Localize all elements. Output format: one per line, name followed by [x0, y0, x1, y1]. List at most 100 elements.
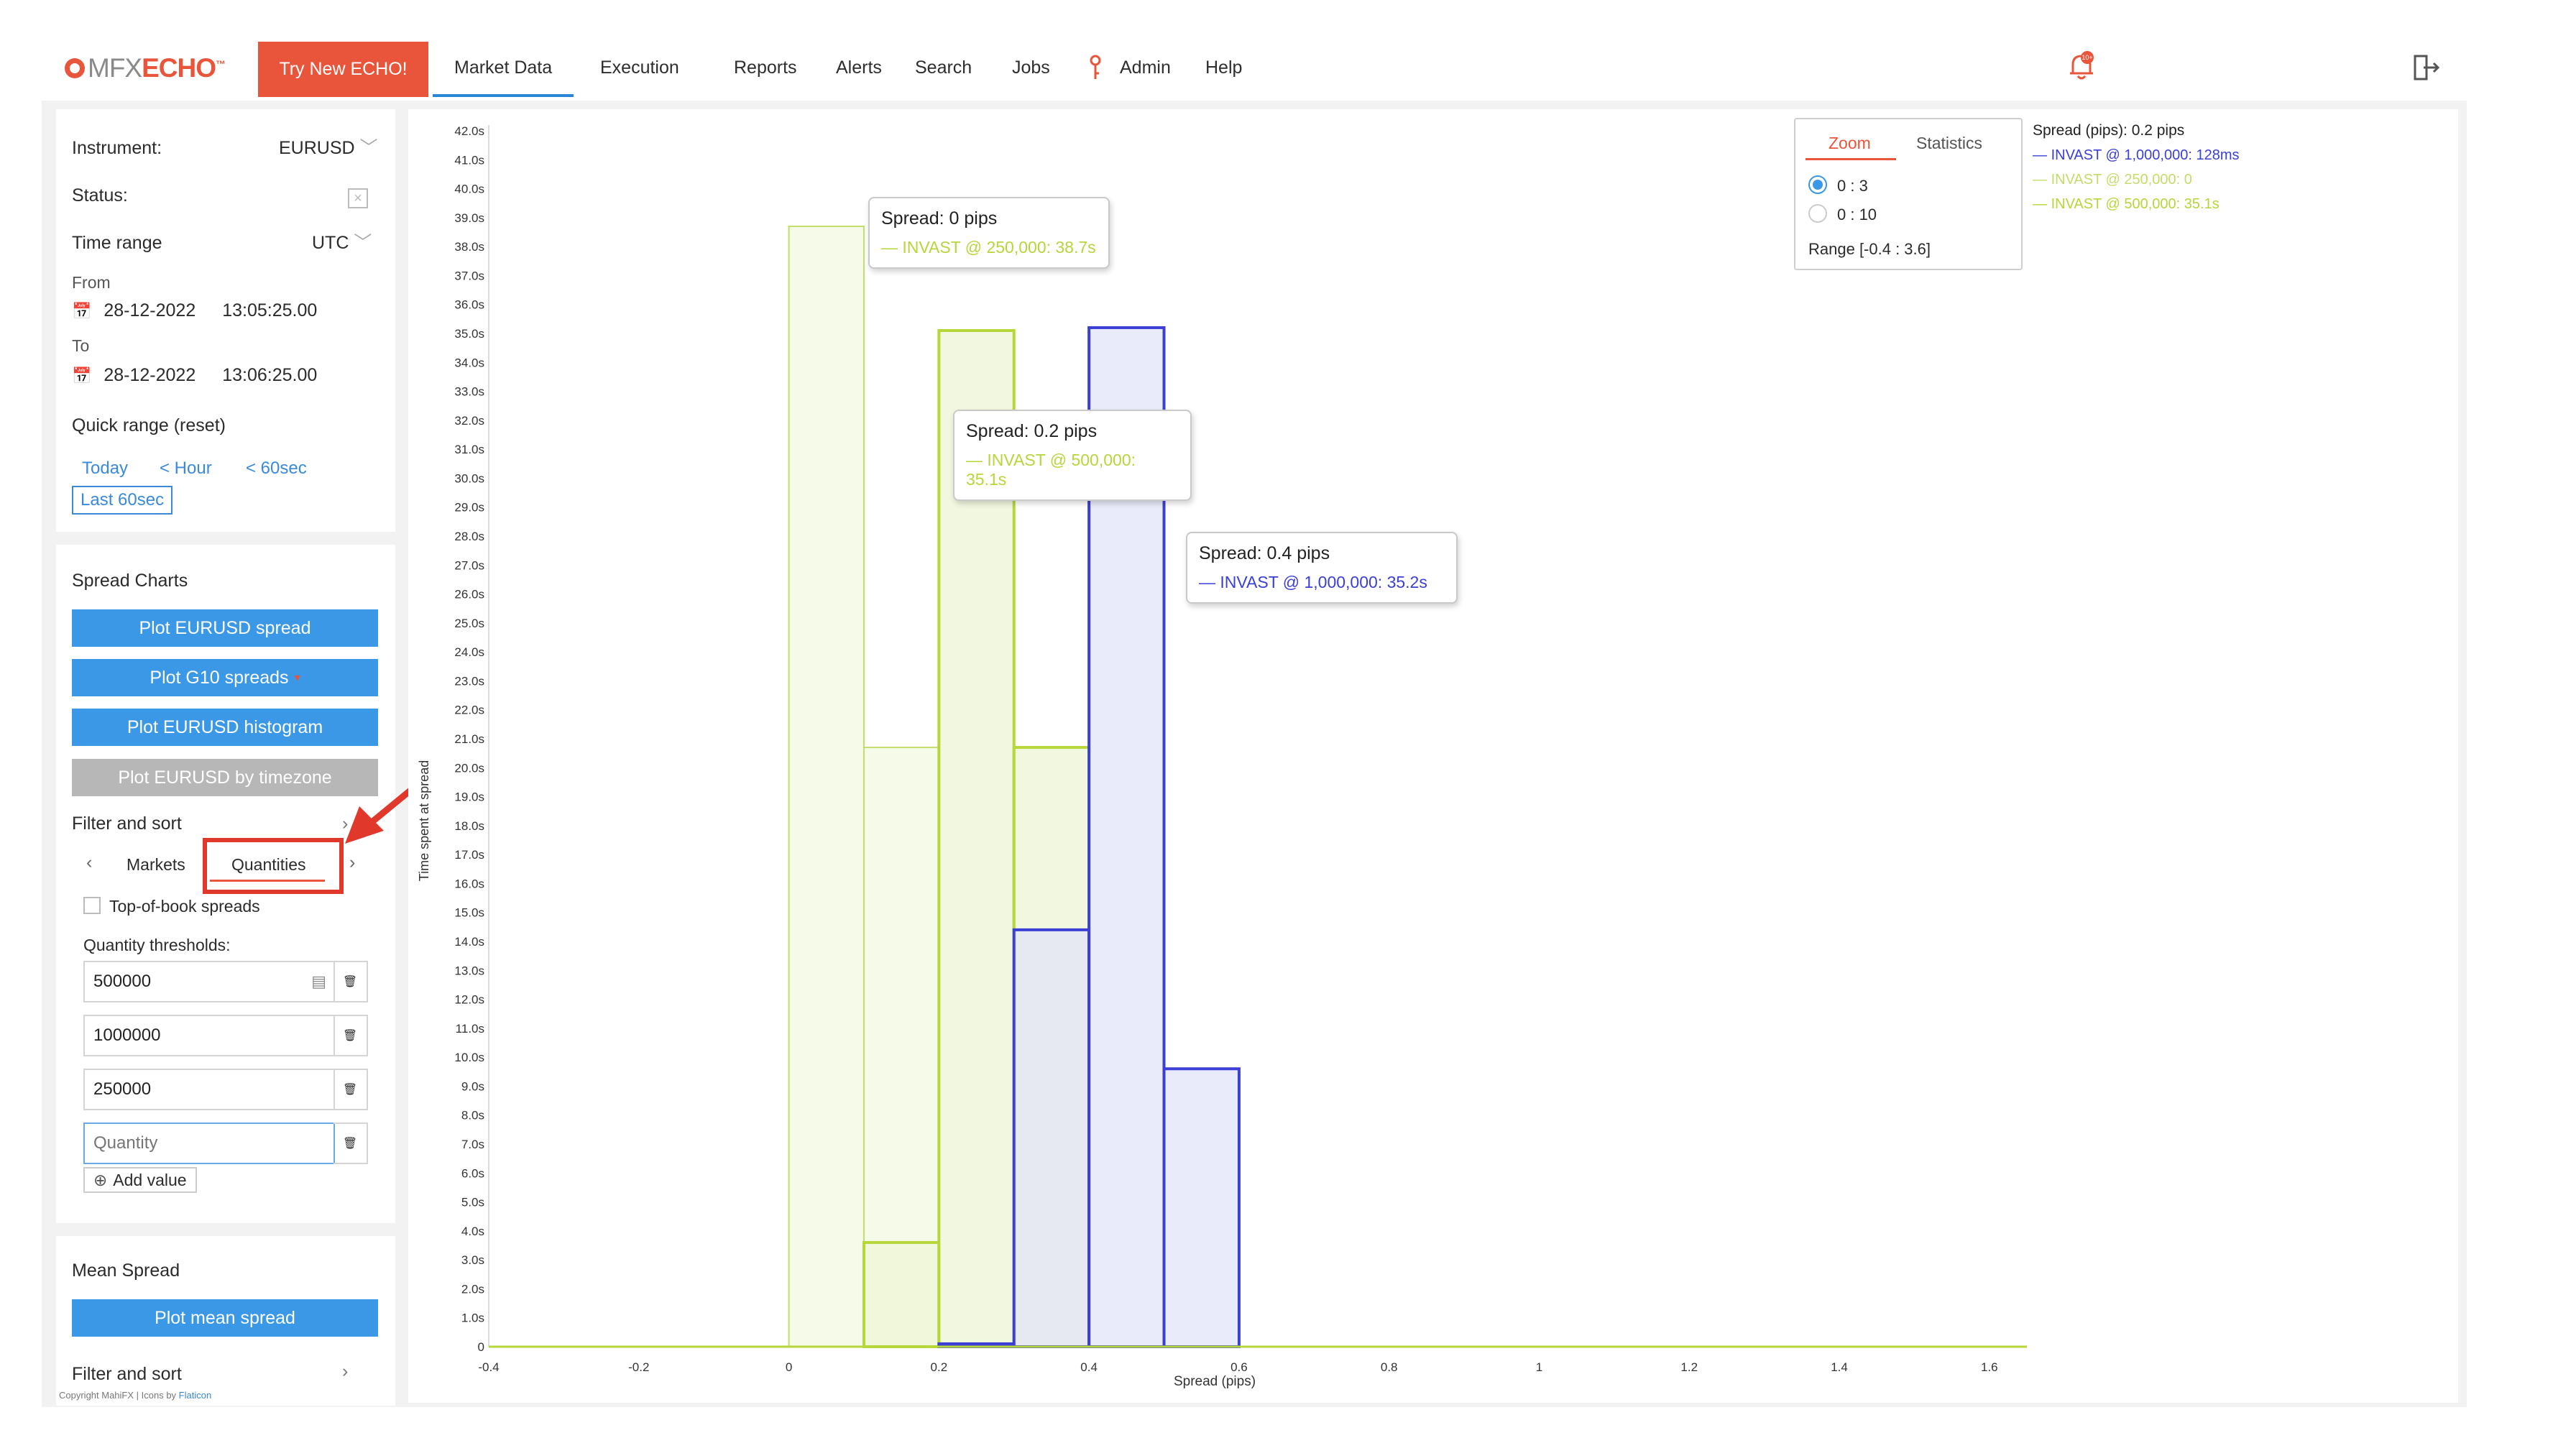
- tabs-prev-icon[interactable]: ‹: [86, 852, 93, 872]
- histogram-bar[interactable]: [1162, 1067, 1241, 1349]
- delete-quantity-1-button[interactable]: 🗑: [334, 961, 368, 1002]
- y-tick-label: 38.0s: [454, 240, 484, 254]
- plot-mean-spread-button[interactable]: Plot mean spread: [72, 1299, 378, 1337]
- nav-help[interactable]: Help: [1205, 57, 1243, 78]
- tab-quantities[interactable]: Quantities: [231, 855, 306, 874]
- notification-bell-icon[interactable]: 10+: [2067, 50, 2096, 82]
- tabs-next-icon[interactable]: ›: [349, 852, 356, 872]
- tooltip-value: INVAST @ 250,000: 38.7s: [902, 238, 1096, 257]
- chart-panel: 0 1.0s 2.0s 3.0s 4.0s 5.0s 6.0s 7.0s 8.0s 9.0s 10.…: [408, 109, 2458, 1403]
- histogram-bar[interactable]: [1012, 928, 1091, 1348]
- delete-quantity-new-button[interactable]: 🗑: [334, 1122, 368, 1164]
- histogram-bars: [788, 225, 1241, 1349]
- chevron-right-icon[interactable]: ›: [342, 813, 349, 834]
- status-clear-icon[interactable]: ×: [348, 188, 368, 208]
- x-tick-label: 1.2: [1680, 1360, 1698, 1374]
- y-tick-label: 33.0s: [454, 385, 484, 399]
- quick-today-link[interactable]: Today: [82, 458, 129, 478]
- plot-eurusd-spread-button[interactable]: Plot EURUSD spread: [72, 609, 378, 647]
- legend-entry-1000000[interactable]: — INVAST @ 1,000,000: 128ms: [2033, 147, 2240, 163]
- y-tick-label: 16.0s: [454, 877, 484, 890]
- flaticon-link[interactable]: Flaticon: [178, 1390, 212, 1401]
- y-tick-label: 41.0s: [454, 153, 484, 167]
- x-axis-label: Spread (pips): [1174, 1374, 1256, 1389]
- zoom-option-2-label: 0 : 10: [1837, 206, 1877, 223]
- new-quantity-input[interactable]: [83, 1122, 335, 1164]
- plot-g10-spreads-button[interactable]: Plot G10 spreads ▾: [72, 659, 378, 696]
- plot-eurusd-histogram-button[interactable]: Plot EURUSD histogram: [72, 709, 378, 746]
- quantity-thresholds-label: Quantity thresholds:: [83, 936, 231, 954]
- nav-jobs[interactable]: Jobs: [1012, 57, 1050, 78]
- y-tick-label: 4.0s: [461, 1225, 484, 1238]
- to-datetime[interactable]: 📅 28-12-2022 13:06:25.00: [72, 365, 317, 386]
- legend-entry-250000[interactable]: — INVAST @ 250,000: 0: [2033, 172, 2192, 188]
- nav-market-data[interactable]: Market Data: [454, 57, 553, 78]
- instrument-value: EURUSD: [279, 138, 355, 158]
- from-datetime[interactable]: 📅 28-12-2022 13:05:25.00: [72, 300, 317, 321]
- quick-60sec-link[interactable]: < 60sec: [246, 458, 307, 478]
- legend-title: Spread (pips): 0.2 pips: [2033, 122, 2185, 139]
- legend-entry-500000[interactable]: — INVAST @ 500,000: 35.1s: [2033, 196, 2220, 212]
- quantity-input-3[interactable]: 250000: [83, 1069, 335, 1110]
- delete-quantity-3-button[interactable]: 🗑: [334, 1069, 368, 1110]
- y-tick-label: 13.0s: [454, 964, 484, 977]
- spread-histogram-chart[interactable]: 01.0s2.0s3.0s4.0s5.0s6.0s7.0s8.0s9.0s10.…: [408, 109, 2458, 1403]
- nav-alerts[interactable]: Alerts: [836, 57, 882, 78]
- nav-execution[interactable]: Execution: [600, 57, 679, 78]
- y-tick-label: 3.0s: [461, 1253, 484, 1267]
- y-axis-label: Time spent at spread: [417, 760, 431, 881]
- quantity-input-1[interactable]: 500000 ▤: [83, 961, 335, 1002]
- y-tick-label: 7.0s: [461, 1138, 484, 1151]
- to-date: 28-12-2022: [104, 365, 196, 385]
- copyright-label: Copyright MahiFX | Icons by: [59, 1390, 179, 1401]
- trash-icon: 🗑: [342, 1084, 358, 1096]
- timezone-select[interactable]: UTC ﹀: [312, 229, 372, 254]
- tab-zoom[interactable]: Zoom: [1828, 134, 1871, 152]
- add-value-button[interactable]: ⊕ Add value: [83, 1167, 197, 1193]
- zoom-option-2-radio[interactable]: [1808, 204, 1827, 223]
- logout-icon[interactable]: [2412, 53, 2441, 82]
- mfx-echo-logo[interactable]: MFX ECHO ™: [65, 53, 226, 83]
- y-tick-label: 22.0s: [454, 704, 484, 717]
- logo-mfx-text: MFX: [88, 53, 142, 83]
- tooltip-title: Spread: 0.4 pips: [1199, 543, 1330, 563]
- quick-hour-link[interactable]: < Hour: [160, 458, 212, 478]
- plot-eurusd-by-timezone-button[interactable]: Plot EURUSD by timezone: [72, 759, 378, 796]
- y-tick-label: 11.0s: [456, 1022, 484, 1036]
- x-tick-label: 1.4: [1831, 1360, 1848, 1374]
- from-label: From: [72, 273, 111, 292]
- y-tick-label: 23.0s: [454, 674, 484, 688]
- instrument-select[interactable]: EURUSD ﹀: [279, 134, 378, 160]
- nav-reports[interactable]: Reports: [734, 57, 797, 78]
- y-tick-label: 35.0s: [454, 327, 484, 341]
- zoom-option-1-radio[interactable]: [1808, 175, 1827, 194]
- quantity-input-2[interactable]: 1000000: [83, 1015, 335, 1056]
- quantity-value-3: 250000: [93, 1079, 152, 1099]
- bell-badge: 10+: [2082, 54, 2092, 61]
- tooltip-line: — INVAST @ 500,000: 35.1s: [966, 451, 1136, 489]
- delete-quantity-2-button[interactable]: 🗑: [334, 1015, 368, 1056]
- nav-search[interactable]: Search: [915, 57, 972, 78]
- top-of-book-checkbox[interactable]: [83, 897, 101, 914]
- y-axis-ticks: 0 1.0s 2.0s 3.0s 4.0s 5.0s 6.0s 7.0s 8.0s 9.0s 10.…: [454, 124, 484, 1354]
- tooltip-value: INVAST @ 1,000,000: 35.2s: [1220, 573, 1427, 591]
- quick-last60-button[interactable]: Last 60sec: [72, 486, 173, 515]
- quantity-value-2: 1000000: [93, 1025, 161, 1045]
- nav-admin[interactable]: Admin: [1120, 57, 1171, 78]
- tooltip-line: — INVAST @ 250,000: 38.7s: [881, 238, 1096, 257]
- histogram-bar[interactable]: [862, 1240, 941, 1348]
- y-tick-label: 40.0s: [454, 183, 484, 196]
- try-new-echo-button[interactable]: Try New ECHO!: [258, 42, 428, 97]
- histogram-bar[interactable]: [788, 225, 865, 1347]
- chevron-right-icon[interactable]: ›: [342, 1361, 349, 1381]
- tab-markets[interactable]: Markets: [126, 855, 185, 874]
- time-range-label: Time range: [72, 233, 162, 253]
- y-tick-label: 37.0s: [454, 269, 484, 282]
- y-tick-label: 17.0s: [454, 848, 484, 862]
- zoom-range-text: Range [-0.4 : 3.6]: [1808, 240, 1931, 258]
- y-tick-label: 29.0s: [454, 501, 484, 515]
- mean-spread-title: Mean Spread: [72, 1260, 180, 1281]
- y-tick-label: 39.0s: [454, 211, 484, 225]
- tab-statistics[interactable]: Statistics: [1916, 134, 1983, 152]
- filter-sort-label: Filter and sort: [72, 813, 182, 834]
